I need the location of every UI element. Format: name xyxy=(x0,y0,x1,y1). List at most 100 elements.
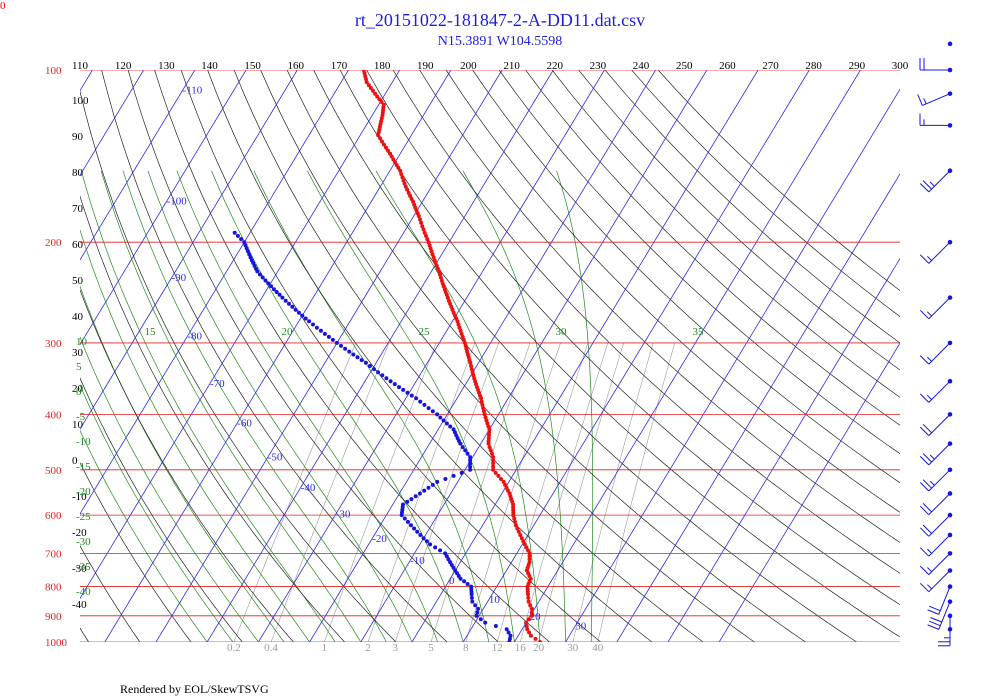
dry-adiabat-line xyxy=(657,70,900,291)
temperature-point xyxy=(366,83,371,88)
isotherm-label: 30 xyxy=(575,620,587,632)
wind-barb-flag xyxy=(929,454,935,460)
pressure-tick-label: 900 xyxy=(45,611,62,623)
dewpoint-point xyxy=(426,485,431,490)
footer-credit: Rendered by EOL/SkewTSVG xyxy=(120,682,269,696)
temperature-point xyxy=(381,102,386,107)
dewpoint-point xyxy=(339,343,343,348)
dewpoint-point xyxy=(355,355,360,360)
temperature-point xyxy=(377,97,382,102)
pressure-tick-label: 600 xyxy=(45,510,62,522)
dewpoint-point xyxy=(459,470,464,475)
mixing-ratio-line xyxy=(520,342,609,642)
temperature-point xyxy=(482,412,487,417)
temperature-point xyxy=(364,77,368,82)
wind-barb-flag xyxy=(922,503,932,513)
isotherm-line xyxy=(80,70,145,176)
dewpoint-point xyxy=(239,237,244,242)
isotherm-line xyxy=(80,70,247,346)
temperature-point xyxy=(524,545,529,550)
dry-adiabat-line xyxy=(0,70,38,642)
dewpoint-point xyxy=(249,258,254,263)
dewpoint-point xyxy=(318,328,323,333)
wind-barb-flag xyxy=(919,393,930,403)
dewpoint-point xyxy=(277,292,282,297)
dry-adiabat-line xyxy=(101,70,448,642)
temperature-point xyxy=(499,477,503,481)
wind-barb-staff xyxy=(938,601,951,630)
dewpoint-point xyxy=(409,393,414,398)
moist-adiabat-line xyxy=(375,170,541,642)
moist-adiabat-line xyxy=(462,170,566,642)
wind-barb-flag xyxy=(928,605,941,612)
isotherm-line xyxy=(309,70,657,642)
wind-barb-flag xyxy=(919,565,930,575)
wind-barb-flag xyxy=(917,94,923,106)
temperature-point xyxy=(529,606,534,611)
isotherm-line xyxy=(514,70,861,642)
wind-barb-flag xyxy=(919,426,930,436)
moist-adiabat-line xyxy=(100,170,362,642)
temperature-point xyxy=(524,624,529,628)
dewpoint-point xyxy=(283,298,288,303)
corner-label: 0 xyxy=(0,0,6,12)
dry-adiabat-line xyxy=(207,70,653,642)
temperature-point xyxy=(527,554,532,559)
mixing-ratio-label: 1 xyxy=(322,642,328,654)
temperature-point xyxy=(491,467,496,472)
dry-adiabat-line xyxy=(578,70,900,371)
moist-adiabat-line xyxy=(306,170,515,642)
temperature-point xyxy=(393,160,397,165)
mixing-ratio-label: 16 xyxy=(515,642,527,654)
theta-top-label: 270 xyxy=(762,60,779,72)
dry-adiabat-label: 90 xyxy=(72,131,84,143)
wind-barb-staff xyxy=(928,342,951,365)
dry-adiabat-label: -40 xyxy=(72,599,87,611)
dry-adiabat-line xyxy=(392,70,900,574)
wind-barb-flag xyxy=(927,548,932,554)
dewpoint-point xyxy=(506,630,511,635)
dewpoint-point xyxy=(260,275,265,280)
temperature-point xyxy=(529,613,534,618)
wind-barb-flag xyxy=(919,183,930,193)
temperature-point xyxy=(427,243,432,248)
temperature-point xyxy=(525,627,530,632)
dewpoint-point xyxy=(444,554,449,559)
wind-barb-flag xyxy=(923,98,927,104)
dewpoint-point xyxy=(508,633,513,638)
dewpoint-point xyxy=(475,610,480,615)
dewpoint-point xyxy=(413,494,418,499)
temperature-point xyxy=(424,233,428,238)
dewpoint-point xyxy=(469,584,474,589)
temperature-point xyxy=(418,217,422,222)
pressure-tick-label: 700 xyxy=(45,548,62,560)
wind-barb-flag xyxy=(927,394,932,400)
moist-adiabat-label: -5 xyxy=(76,411,86,423)
temperature-point xyxy=(527,551,532,556)
temperature-point xyxy=(503,482,508,487)
wind-barb-flag xyxy=(927,609,939,615)
temperature-point xyxy=(487,445,492,450)
mixing-ratio-label: 0.4 xyxy=(264,642,278,654)
theta-top-label: 150 xyxy=(244,60,261,72)
isotherm-label: -40 xyxy=(301,482,316,494)
dry-adiabat-line xyxy=(472,70,900,484)
wind-barb-staff xyxy=(928,493,951,516)
dewpoint-point xyxy=(232,230,237,235)
isotherm-line xyxy=(155,70,503,642)
moist-adiabat-top-label: 20 xyxy=(282,326,294,338)
dewpoint-point xyxy=(417,491,422,496)
temperature-point xyxy=(458,328,463,333)
dewpoint-point xyxy=(451,427,456,432)
dewpoint-point xyxy=(351,352,356,357)
moist-adiabat-label: 10 xyxy=(76,336,88,348)
pressure-tick-label: 300 xyxy=(45,338,62,350)
dewpoint-point xyxy=(235,233,240,238)
wind-barb-staff xyxy=(928,469,951,492)
dry-adiabat-label: 10 xyxy=(72,419,84,431)
temperature-point xyxy=(363,62,367,66)
dewpoint-point xyxy=(401,387,406,392)
temperature-point xyxy=(527,630,532,635)
isotherm-label: -80 xyxy=(187,331,202,343)
wind-barb-staff xyxy=(928,241,951,264)
